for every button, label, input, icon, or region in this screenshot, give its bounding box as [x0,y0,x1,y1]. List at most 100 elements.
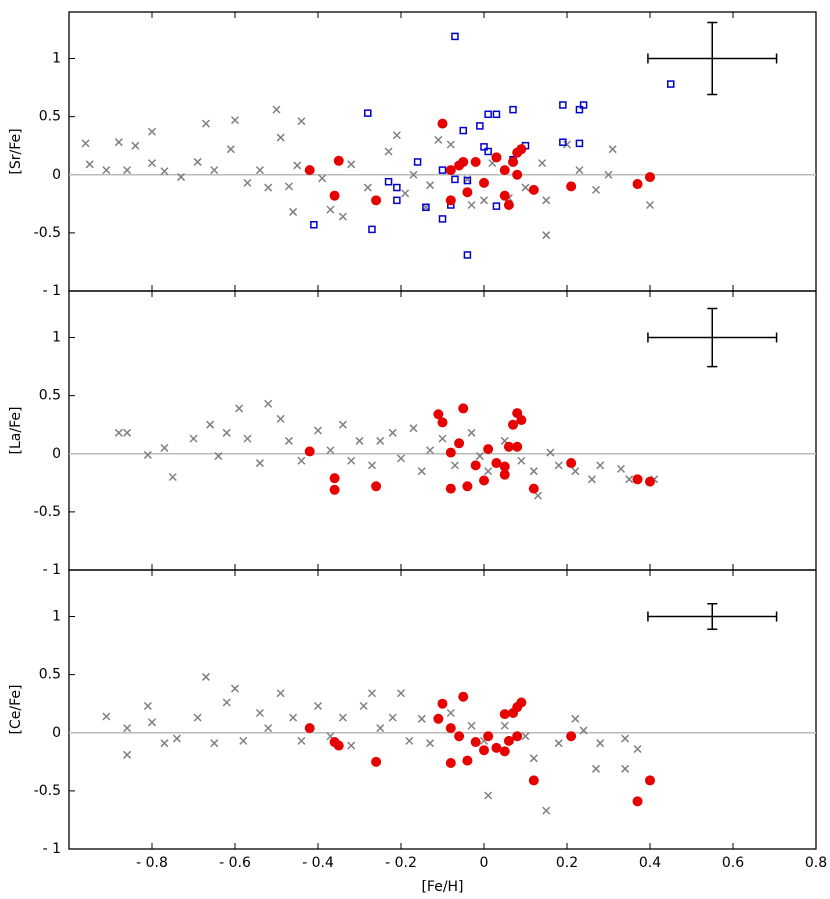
cross-marker [147,127,157,136]
cross-marker [210,739,219,748]
square-marker [463,176,472,185]
error-bar [647,602,778,631]
cross-marker [396,454,406,463]
cross-marker [318,174,327,183]
cross-marker [554,461,563,470]
square-marker [492,202,501,210]
circle-marker [462,187,473,198]
cross-marker [123,724,132,733]
cross-marker [426,181,435,190]
circle-marker [491,152,502,163]
circle-marker [445,165,456,176]
circle-marker [454,438,465,449]
cross-marker [235,404,244,413]
cross-marker [604,170,613,179]
cross-marker [201,119,210,128]
cross-marker [206,420,215,429]
square-marker [575,139,584,148]
cross-marker [467,428,476,437]
cross-marker [517,456,526,465]
cross-marker [297,456,306,465]
circle-marker [483,731,494,742]
cross-marker [230,116,240,125]
circle-marker [479,745,489,756]
cross-marker [347,741,356,750]
cross-marker [102,712,111,721]
cross-marker [625,475,634,484]
cross-marker [596,739,605,748]
x-tick-label: 0.4 [639,855,661,871]
x-tick-label: 0.8 [805,855,827,871]
cross-marker [255,166,264,175]
cross-marker [297,117,306,126]
circle-marker [632,796,643,807]
cross-marker [542,196,551,205]
circle-marker [512,441,523,452]
cross-marker [293,161,302,170]
cross-marker [355,436,364,445]
cross-marker [426,739,435,748]
circle-marker [445,723,456,734]
cross-marker [276,689,285,698]
cross-marker [193,713,202,722]
plot-frame [68,290,817,571]
cross-marker [484,791,493,800]
circle-marker [645,775,655,786]
cross-marker [189,434,198,443]
circle-marker [499,165,510,176]
cross-marker [347,160,356,169]
cross-marker [529,467,538,476]
circle-marker [512,169,523,180]
square-marker [476,122,484,130]
cross-marker [479,196,489,205]
cross-marker [123,750,132,759]
circle-marker [499,709,510,720]
y-tick-label: 1 [52,330,61,346]
cross-marker [255,459,264,468]
circle-marker [512,731,523,742]
cross-marker [284,436,293,445]
circle-marker [491,742,502,753]
square-marker [667,80,675,88]
cross-marker [571,714,580,723]
cross-marker [264,183,273,192]
circle-marker [462,481,473,492]
cross-marker [276,414,285,423]
square-marker [393,183,401,192]
cross-marker [81,139,90,148]
cross-marker [255,708,264,718]
cross-marker [289,713,298,722]
square-marker [459,126,467,135]
cross-marker [276,133,285,142]
circle-marker [329,484,340,495]
y-tick-label: 0 [52,446,61,462]
cross-marker [409,170,418,179]
circle-marker [462,755,473,766]
cross-marker [596,461,605,470]
cross-marker [500,721,509,730]
circle-marker [499,746,510,757]
x-tick-label: 0.2 [556,855,578,871]
cross-marker [562,140,572,149]
square-marker [310,220,318,229]
square-marker [384,177,393,186]
cross-marker [388,428,397,437]
circle-marker [445,483,456,494]
circle-marker [528,184,539,195]
x-tick-label: 0.6 [722,855,744,871]
cross-marker [123,428,132,437]
cross-marker [114,428,123,437]
y-tick-label: - 1 [43,562,61,578]
circle-marker [645,476,655,487]
circle-marker [503,199,514,210]
y-tick-label: 0.5 [39,667,61,683]
cross-marker [230,684,240,693]
circle-marker [304,165,315,176]
cross-marker [239,736,248,745]
cross-marker [587,475,596,484]
square-marker [368,225,376,234]
y-tick-label: 1 [52,609,61,625]
cross-marker [521,732,530,741]
circle-marker [329,190,340,201]
y-axis-label: [Ce/Fe] [8,685,24,735]
